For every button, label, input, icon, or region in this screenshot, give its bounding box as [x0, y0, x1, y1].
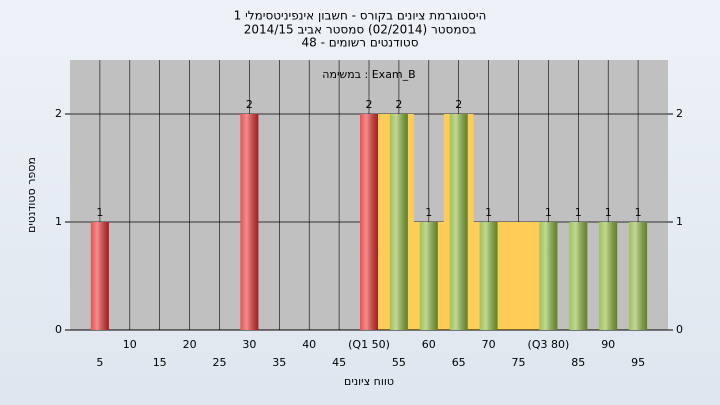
- x-tick-label: 40: [302, 338, 316, 351]
- bar-shade: [599, 222, 618, 330]
- bar-shade: [360, 114, 378, 330]
- bar-shade: [90, 222, 109, 330]
- data-label: 1: [96, 206, 103, 219]
- data-label: 2: [246, 98, 253, 111]
- data-label: 1: [605, 206, 612, 219]
- x-tick-label: 45: [332, 356, 346, 369]
- subtitle: סטודנטים רשומים - 48: [301, 36, 418, 50]
- chart-title: היסטוגרמת ציונים בקורס - חשבון אינפיניטס…: [234, 9, 487, 23]
- bar-shade: [539, 222, 558, 330]
- x-tick-label: 10: [123, 338, 137, 351]
- x-tick-label: (Q3 80): [528, 338, 570, 351]
- x-tick-label: 75: [512, 356, 526, 369]
- x-axis-label: טווח ציונים: [344, 375, 394, 388]
- bar-shade: [449, 114, 468, 330]
- data-label: 1: [545, 206, 552, 219]
- y-tick-label: 0: [55, 323, 62, 336]
- y2-tick-label: 2: [676, 107, 683, 120]
- x-tick-label: 35: [272, 356, 286, 369]
- x-tick-label: 65: [452, 356, 466, 369]
- y-tick-label: 2: [55, 107, 62, 120]
- x-tick-label: 20: [183, 338, 197, 351]
- y2-tick-label: 0: [676, 323, 683, 336]
- x-tick-label: 5: [96, 356, 103, 369]
- x-tick-label: (Q1 50): [348, 338, 390, 351]
- y-axis-label: מספר סטודנטים: [25, 157, 38, 233]
- data-label: 2: [395, 98, 402, 111]
- data-label: 1: [635, 206, 642, 219]
- y-tick-label: 1: [55, 215, 62, 228]
- bar-shade: [629, 222, 648, 330]
- x-tick-label: 90: [601, 338, 615, 351]
- data-label: 1: [425, 206, 432, 219]
- y2-tick-label: 1: [676, 215, 683, 228]
- data-label: 2: [366, 98, 373, 111]
- x-tick-label: 30: [242, 338, 256, 351]
- data-label: 1: [485, 206, 492, 219]
- x-tick-label: 55: [392, 356, 406, 369]
- x-tick-label: 60: [422, 338, 436, 351]
- data-label: 1: [575, 206, 582, 219]
- bar-shade: [419, 222, 438, 330]
- x-tick-label: 70: [482, 338, 496, 351]
- x-tick-label: 25: [213, 356, 227, 369]
- bar-shade: [569, 222, 588, 330]
- x-tick-label: 85: [571, 356, 585, 369]
- x-tick-label: 15: [153, 356, 167, 369]
- bar-shade: [479, 222, 498, 330]
- x-tick-label: 95: [631, 356, 645, 369]
- bar-shade: [240, 114, 259, 330]
- data-label: 2: [455, 98, 462, 111]
- subtitle: בסמסטר (02/2014) סמסטר אביב 2014/15: [244, 23, 476, 37]
- bar-shade: [389, 114, 408, 330]
